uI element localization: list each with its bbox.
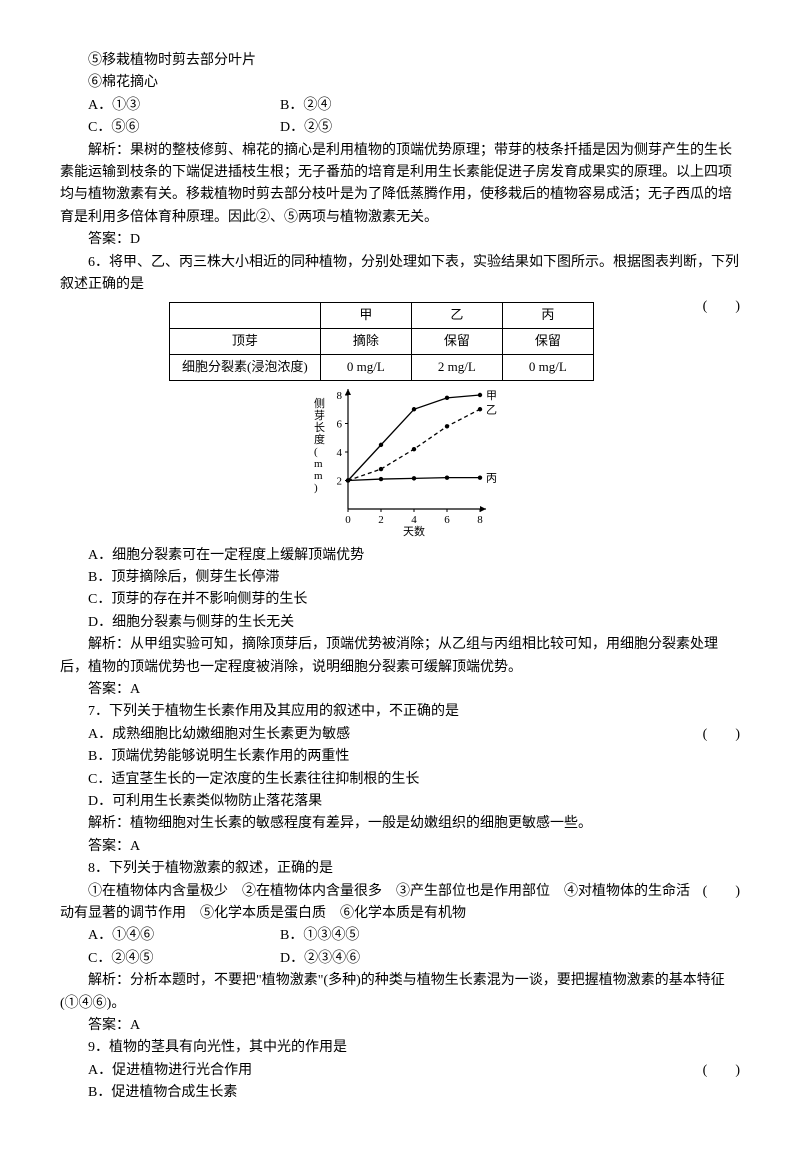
q8-items: ①在植物体内含量极少 ②在植物体内含量很多 ③产生部位也是作用部位 ④对植物体的… (60, 881, 740, 926)
q6-d: D．细胞分裂素与侧芽的生长无关 (60, 612, 740, 634)
svg-text:甲: 甲 (486, 390, 497, 402)
q6-table: 甲 乙 丙 顶芽 摘除 保留 保留 细胞分裂素(浸泡浓度) 0 mg/L 2 m… (60, 302, 703, 380)
t-r1-0: 顶芽 (169, 329, 320, 355)
answer-5: 答案：D (60, 229, 740, 251)
opt-b: B．②④ (280, 95, 740, 117)
opt-c: C．⑤⑥ (60, 117, 280, 139)
svg-text:): ) (314, 482, 318, 494)
q6-stem: 6．将甲、乙、丙三株大小相近的同种植物，分别处理如下表，实验结果如下图所示。根据… (60, 252, 740, 297)
q7-explain: 解析：植物细胞对生长素的敏感程度有差异，一般是幼嫩组织的细胞更敏感一些。 (60, 813, 740, 835)
t-r2-2: 2 mg/L (411, 354, 502, 380)
q9-stem: 9．植物的茎具有向光性，其中光的作用是 (60, 1037, 740, 1059)
q8-d: D．②③④⑥ (280, 948, 740, 970)
paren: ( ) (703, 1060, 740, 1082)
svg-text:6: 6 (337, 418, 343, 430)
t-r1-1: 摘除 (320, 329, 411, 355)
opt-a: A．①③ (60, 95, 280, 117)
t-c3: 丙 (502, 303, 593, 329)
q6-b: B．顶芽摘除后，侧芽生长停滞 (60, 567, 740, 589)
paren: ( ) (703, 296, 740, 318)
t-c0 (169, 303, 320, 329)
q8-b: B．①③④⑤ (280, 925, 740, 947)
q8-c: C．②④⑤ (60, 948, 280, 970)
svg-text:8: 8 (477, 514, 483, 526)
svg-text:8: 8 (337, 390, 343, 402)
opt-d: D．②⑤ (280, 117, 740, 139)
svg-text:2: 2 (337, 475, 343, 487)
paren: ( ) (703, 724, 740, 746)
q7-c: C．适宜茎生长的一定浓度的生长素往往抑制根的生长 (60, 769, 740, 791)
q7-d: D．可利用生长素类似物防止落花落果 (60, 791, 740, 813)
svg-text:4: 4 (411, 514, 417, 526)
q7-a: A．成熟细胞比幼嫩细胞对生长素更为敏感 (60, 724, 740, 746)
svg-text:芽: 芽 (314, 408, 325, 422)
item-5: ⑤移栽植物时剪去部分叶片 (60, 50, 740, 72)
q6-answer: 答案：A (60, 679, 740, 701)
q6-chart: 024682468侧芽长度(mm)天数甲乙丙 (60, 387, 740, 537)
svg-text:度: 度 (314, 432, 325, 446)
q9-a: A．促进植物进行光合作用 (60, 1060, 740, 1082)
paren: ( ) (703, 881, 740, 903)
svg-text:6: 6 (444, 514, 450, 526)
svg-text:0: 0 (345, 514, 351, 526)
t-c1: 甲 (320, 303, 411, 329)
q8-answer: 答案：A (60, 1015, 740, 1037)
q7-answer: 答案：A (60, 836, 740, 858)
svg-text:m: m (314, 458, 323, 470)
t-r1-3: 保留 (502, 329, 593, 355)
q8-a: A．①④⑥ (60, 925, 280, 947)
t-r2-1: 0 mg/L (320, 354, 411, 380)
svg-text:天数: 天数 (403, 525, 425, 537)
q8-explain: 解析：分析本题时，不要把"植物激素"(多种)的种类与植物生长素混为一谈，要把握植… (60, 970, 740, 1015)
t-r2-3: 0 mg/L (502, 354, 593, 380)
q8-stem: 8．下列关于植物激素的叙述，正确的是 (60, 858, 740, 880)
q6-c: C．顶芽的存在并不影响侧芽的生长 (60, 589, 740, 611)
t-c2: 乙 (411, 303, 502, 329)
q6-explain: 解析：从甲组实验可知，摘除顶芽后，顶端优势被消除；从乙组与丙组相比较可知，用细胞… (60, 634, 740, 679)
svg-text:2: 2 (378, 514, 384, 526)
explain-5: 解析：果树的整枝修剪、棉花的摘心是利用植物的顶端优势原理；带芽的枝条扦插是因为侧… (60, 140, 740, 230)
svg-text:长: 长 (314, 421, 325, 434)
svg-text:侧: 侧 (314, 397, 325, 410)
t-r1-2: 保留 (411, 329, 502, 355)
q6-a: A．细胞分裂素可在一定程度上缓解顶端优势 (60, 545, 740, 567)
q7-b: B．顶端优势能够说明生长素作用的两重性 (60, 746, 740, 768)
svg-text:4: 4 (337, 447, 343, 459)
svg-text:m: m (314, 470, 323, 482)
item-6: ⑥棉花摘心 (60, 72, 740, 94)
q9-b: B．促进植物合成生长素 (60, 1082, 740, 1104)
svg-text:丙: 丙 (486, 472, 497, 484)
svg-text:(: ( (314, 446, 318, 458)
q7-stem: 7．下列关于植物生长素作用及其应用的叙述中，不正确的是 (60, 701, 740, 723)
t-r2-0: 细胞分裂素(浸泡浓度) (169, 354, 320, 380)
svg-text:乙: 乙 (486, 403, 497, 416)
